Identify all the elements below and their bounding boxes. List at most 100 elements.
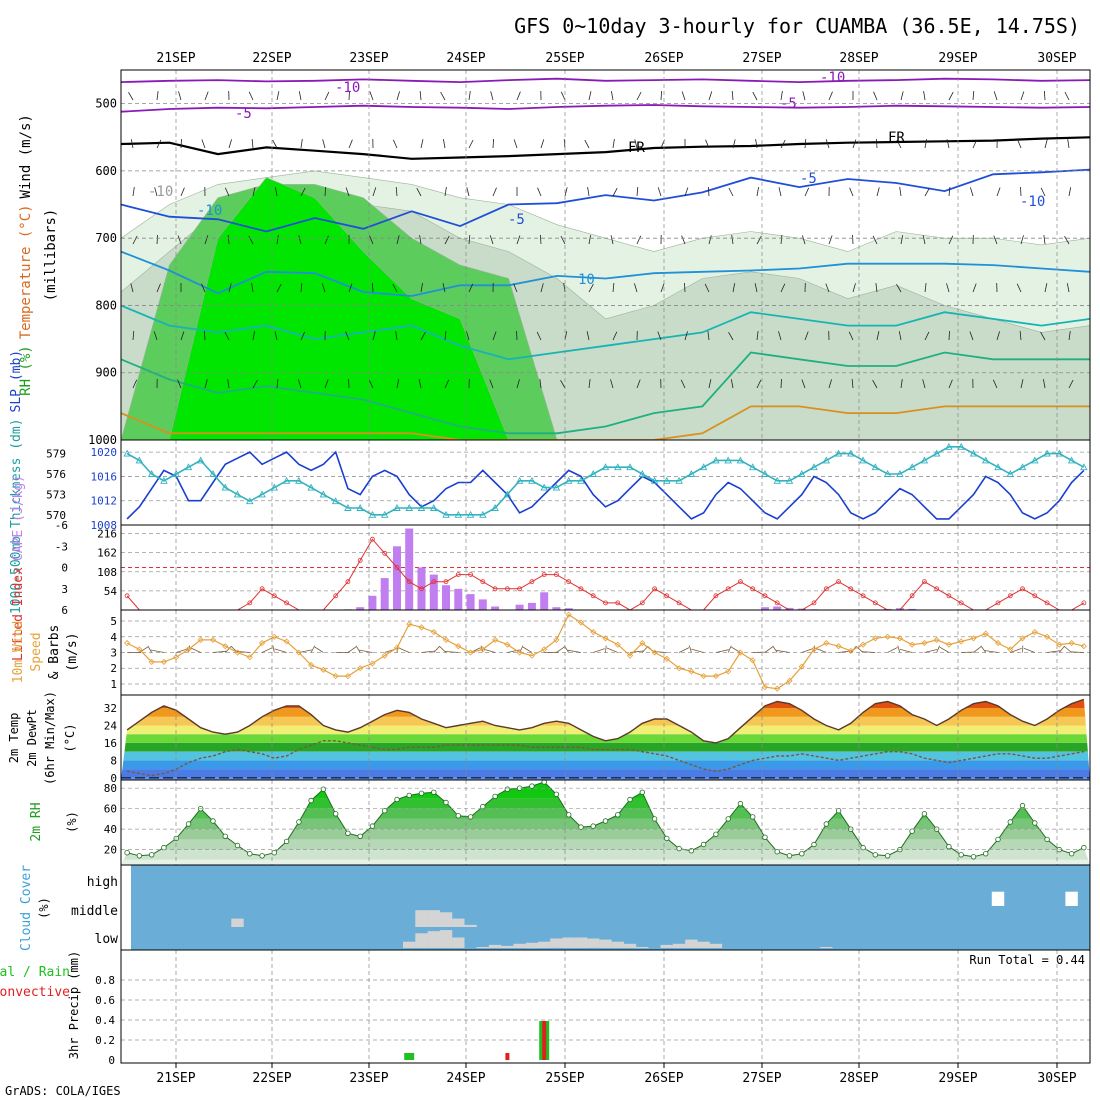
thickness-point	[479, 510, 487, 518]
wind-barb-mark	[804, 331, 809, 341]
wind-barb-10m	[973, 646, 982, 653]
thickness-point	[393, 504, 401, 511]
wind-barb-10m	[764, 646, 774, 653]
wind-barb-mark	[756, 331, 759, 341]
wind-barb-mark	[419, 90, 422, 101]
wind-barb-mark	[156, 283, 161, 293]
bottom-date-label: 30SEP	[1037, 1071, 1076, 1086]
wind-barb-mark	[492, 331, 497, 341]
wind-barb-mark	[636, 186, 639, 197]
wind-barb-mark	[780, 283, 786, 293]
wind-barb-mark	[420, 331, 426, 341]
cloud-row-label: low	[95, 932, 119, 947]
wind-barb-mark	[248, 235, 254, 245]
wind-barb-mark	[468, 139, 474, 149]
thickness-point	[675, 476, 683, 484]
wind-barb-mark	[513, 139, 518, 149]
precip-total-bar	[404, 1053, 415, 1060]
wind-barb-mark	[924, 283, 927, 293]
wind-barb-mark	[657, 187, 662, 197]
wind-barb-mark	[564, 187, 568, 197]
wind-speed-point	[786, 677, 793, 684]
rh-point	[492, 793, 498, 800]
wind-speed-point	[970, 635, 977, 642]
rh-point	[615, 812, 621, 818]
wind-barb-mark	[132, 235, 138, 245]
wind-barb-mark	[560, 91, 566, 101]
wind-barb-mark	[848, 331, 854, 341]
wind-tick-label: 2	[110, 662, 117, 675]
li-point	[872, 600, 878, 606]
wind-speed-point	[872, 635, 879, 642]
wind-barb-mark	[276, 378, 279, 389]
wind-speed-point	[160, 658, 167, 666]
isotherm-line	[121, 351, 1090, 435]
cape-bar	[564, 608, 573, 610]
wind-barb-mark	[128, 92, 134, 101]
rh-point	[222, 833, 228, 839]
rh-point	[308, 797, 314, 804]
wind-speed-point	[774, 685, 781, 692]
wind-barb-mark	[924, 187, 930, 197]
precip-ylabel: 3hr Precip (mm)	[67, 951, 81, 1059]
cloud-low-bar	[611, 941, 624, 948]
wind-barb-10m	[310, 645, 316, 653]
cloud-low-bar	[513, 943, 526, 948]
cloud-low-bar	[562, 937, 575, 948]
wind-barb-mark	[443, 139, 446, 149]
thickness-point	[663, 476, 671, 484]
rh-point	[1019, 802, 1026, 809]
thickness-point	[957, 442, 965, 450]
wind-speed-point	[798, 663, 805, 670]
wind-barb-mark	[1064, 91, 1070, 101]
li-point	[455, 572, 461, 577]
li-point	[357, 558, 363, 563]
li-point	[946, 593, 952, 599]
thickness-point	[810, 463, 818, 471]
wind-barb-mark	[395, 331, 398, 341]
wind-barb-mark	[201, 139, 206, 149]
wind-barb-mark	[681, 235, 686, 245]
rh-point	[909, 828, 915, 834]
wind-barb-mark	[804, 138, 807, 149]
wind-barb-mark	[756, 235, 762, 245]
wind-barb-10m	[421, 650, 436, 653]
wind-barb-mark	[516, 235, 521, 245]
wind-barb-mark	[276, 91, 280, 101]
wind-barb-10m	[274, 648, 287, 653]
wind-speed-point	[124, 639, 131, 647]
wind-speed-point	[1080, 643, 1087, 650]
wind-speed-point	[958, 638, 965, 645]
wind-barb-mark	[704, 283, 710, 293]
wind-barb-mark	[755, 139, 758, 149]
li-point	[664, 593, 670, 599]
wind-speed-point	[492, 636, 499, 643]
rh-point	[799, 851, 805, 857]
wind-barb-mark	[731, 235, 734, 245]
li-point	[1032, 593, 1038, 599]
rh-point	[651, 816, 658, 822]
wind-barb-mark	[156, 91, 159, 101]
wind-ylabel-part: 10m Wind	[11, 621, 26, 684]
wind-barb-mark	[588, 379, 591, 389]
wind-barb-mark	[560, 380, 566, 389]
li-point	[492, 586, 498, 592]
wind-barb-10m	[1059, 645, 1065, 653]
cape-bar	[797, 608, 806, 610]
rh-point	[860, 844, 866, 851]
wind-speed-point	[136, 646, 143, 653]
wind-barb-mark	[395, 186, 398, 197]
li-point	[958, 600, 964, 606]
rh-point	[333, 811, 339, 817]
temp-band	[121, 742, 1090, 752]
thickness-point	[932, 449, 941, 457]
li-point	[443, 579, 449, 585]
wind-barb-10m	[150, 649, 165, 653]
wind-speed-point	[479, 646, 486, 653]
wind-barb-mark	[348, 90, 350, 101]
wind-barb-mark	[731, 90, 734, 101]
wind-barb-10m	[980, 645, 987, 653]
wind-barb-mark	[708, 379, 712, 389]
wind-barb-mark	[539, 379, 542, 389]
li-point	[247, 600, 253, 606]
